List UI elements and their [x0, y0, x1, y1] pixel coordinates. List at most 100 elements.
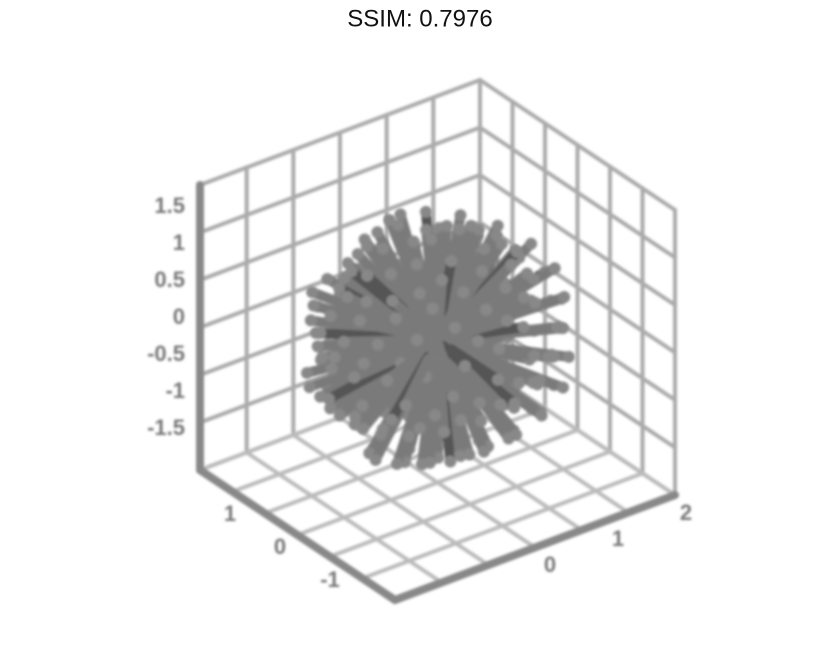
arrow-head [321, 272, 334, 285]
arrow [443, 224, 484, 315]
arrow-head [492, 342, 505, 355]
x-tick-label: -1 [320, 567, 340, 592]
arrow-head [311, 340, 324, 353]
arrow-head [410, 333, 423, 346]
arrow-head [528, 349, 541, 362]
arrow-head [333, 282, 346, 295]
arrow-head [429, 409, 442, 422]
arrow-head [377, 242, 390, 255]
arrow-head [472, 223, 485, 236]
arrow-head [423, 456, 436, 469]
arrow-head [475, 415, 488, 428]
wall-grid [198, 78, 482, 187]
z-tick-label: -1 [165, 378, 185, 403]
arrow-head [495, 237, 508, 250]
arrow-head [304, 314, 317, 327]
arrow-head [348, 371, 361, 384]
x-tick-label: 1 [224, 501, 236, 526]
arrow-head [351, 248, 364, 261]
arrow-head [551, 321, 564, 334]
arrow-head [384, 268, 397, 281]
arrow [436, 349, 459, 402]
arrow-head [407, 235, 420, 248]
arrow-head [453, 223, 466, 236]
arrow [434, 275, 447, 323]
arrow-head [348, 410, 361, 423]
arrow-head [410, 258, 423, 271]
arrow-head [361, 269, 374, 282]
arrow-head [444, 455, 457, 468]
arrow-head [529, 296, 542, 309]
arrow-head [454, 414, 467, 427]
z-tick-label: -0.5 [147, 341, 185, 366]
wall-grid [478, 125, 677, 260]
arrow-head [353, 314, 366, 327]
arrow-head [341, 290, 354, 303]
arrow-head [556, 381, 569, 394]
arrow-head [337, 335, 350, 348]
arrow-head [360, 240, 373, 253]
arrow-head [525, 237, 538, 250]
arrow [400, 353, 434, 411]
y-tick-label: 1 [612, 526, 624, 551]
wall-grid [198, 125, 482, 235]
arrow-head [390, 457, 403, 470]
arrow-head [505, 258, 518, 271]
arrow-head [392, 219, 405, 232]
arrow [452, 315, 513, 340]
arrow-head [360, 295, 373, 308]
arrow-head [472, 334, 485, 347]
y-tick-label: 2 [680, 500, 692, 525]
arrow-head [542, 351, 555, 364]
arrow-head [356, 399, 369, 412]
arrow-head [324, 309, 337, 322]
arrow [354, 315, 420, 340]
arrow-head [458, 359, 471, 372]
z-tick-label: 0.5 [154, 267, 185, 292]
arrow-head [426, 302, 439, 315]
arrow-head [314, 327, 327, 340]
arrow-head [502, 432, 515, 445]
arrow-head [562, 350, 575, 363]
arrow-head [480, 303, 493, 316]
arrow-head [399, 399, 412, 412]
arrow-head [345, 265, 358, 278]
arrow-head [394, 208, 407, 221]
arrow-head [454, 209, 467, 222]
z-tick-label: 0 [173, 304, 185, 329]
arrow [448, 372, 489, 457]
x-axis [196, 466, 399, 604]
arrow-head [510, 245, 523, 258]
arrow-head [413, 422, 426, 435]
z-tick-label: -1.5 [147, 415, 185, 440]
arrow-head [413, 287, 426, 300]
arrow-head [527, 376, 540, 389]
arrow [437, 287, 469, 336]
arrow-head [478, 242, 491, 255]
wall-grid [478, 78, 677, 212]
arrow-head [328, 351, 341, 364]
tick-labels: 1.5 1 0.5 0 -0.5 -1 -1.5 1 0 -1 0 1 2 [147, 193, 692, 592]
arrow-head [357, 357, 370, 370]
arrow-head [494, 398, 507, 411]
arrow-head [438, 425, 451, 438]
arrow-head [440, 220, 453, 233]
x-tick-label: 0 [274, 534, 286, 559]
arrow-head [513, 376, 526, 389]
y-tick-label: 0 [544, 552, 556, 577]
arrow-head [473, 396, 486, 409]
y-axis [391, 491, 679, 604]
arrow-head [491, 373, 504, 386]
arrow-head [535, 409, 548, 422]
arrow-head [420, 223, 433, 236]
arrow-head [517, 320, 530, 333]
arrow-head [517, 291, 530, 304]
arrow-head [499, 281, 512, 294]
arrow-head [371, 226, 384, 239]
quiver [301, 205, 575, 471]
arrow-head [501, 314, 514, 327]
arrow-head [447, 390, 460, 403]
arrow-head [324, 402, 337, 415]
arrow-head [371, 338, 384, 351]
